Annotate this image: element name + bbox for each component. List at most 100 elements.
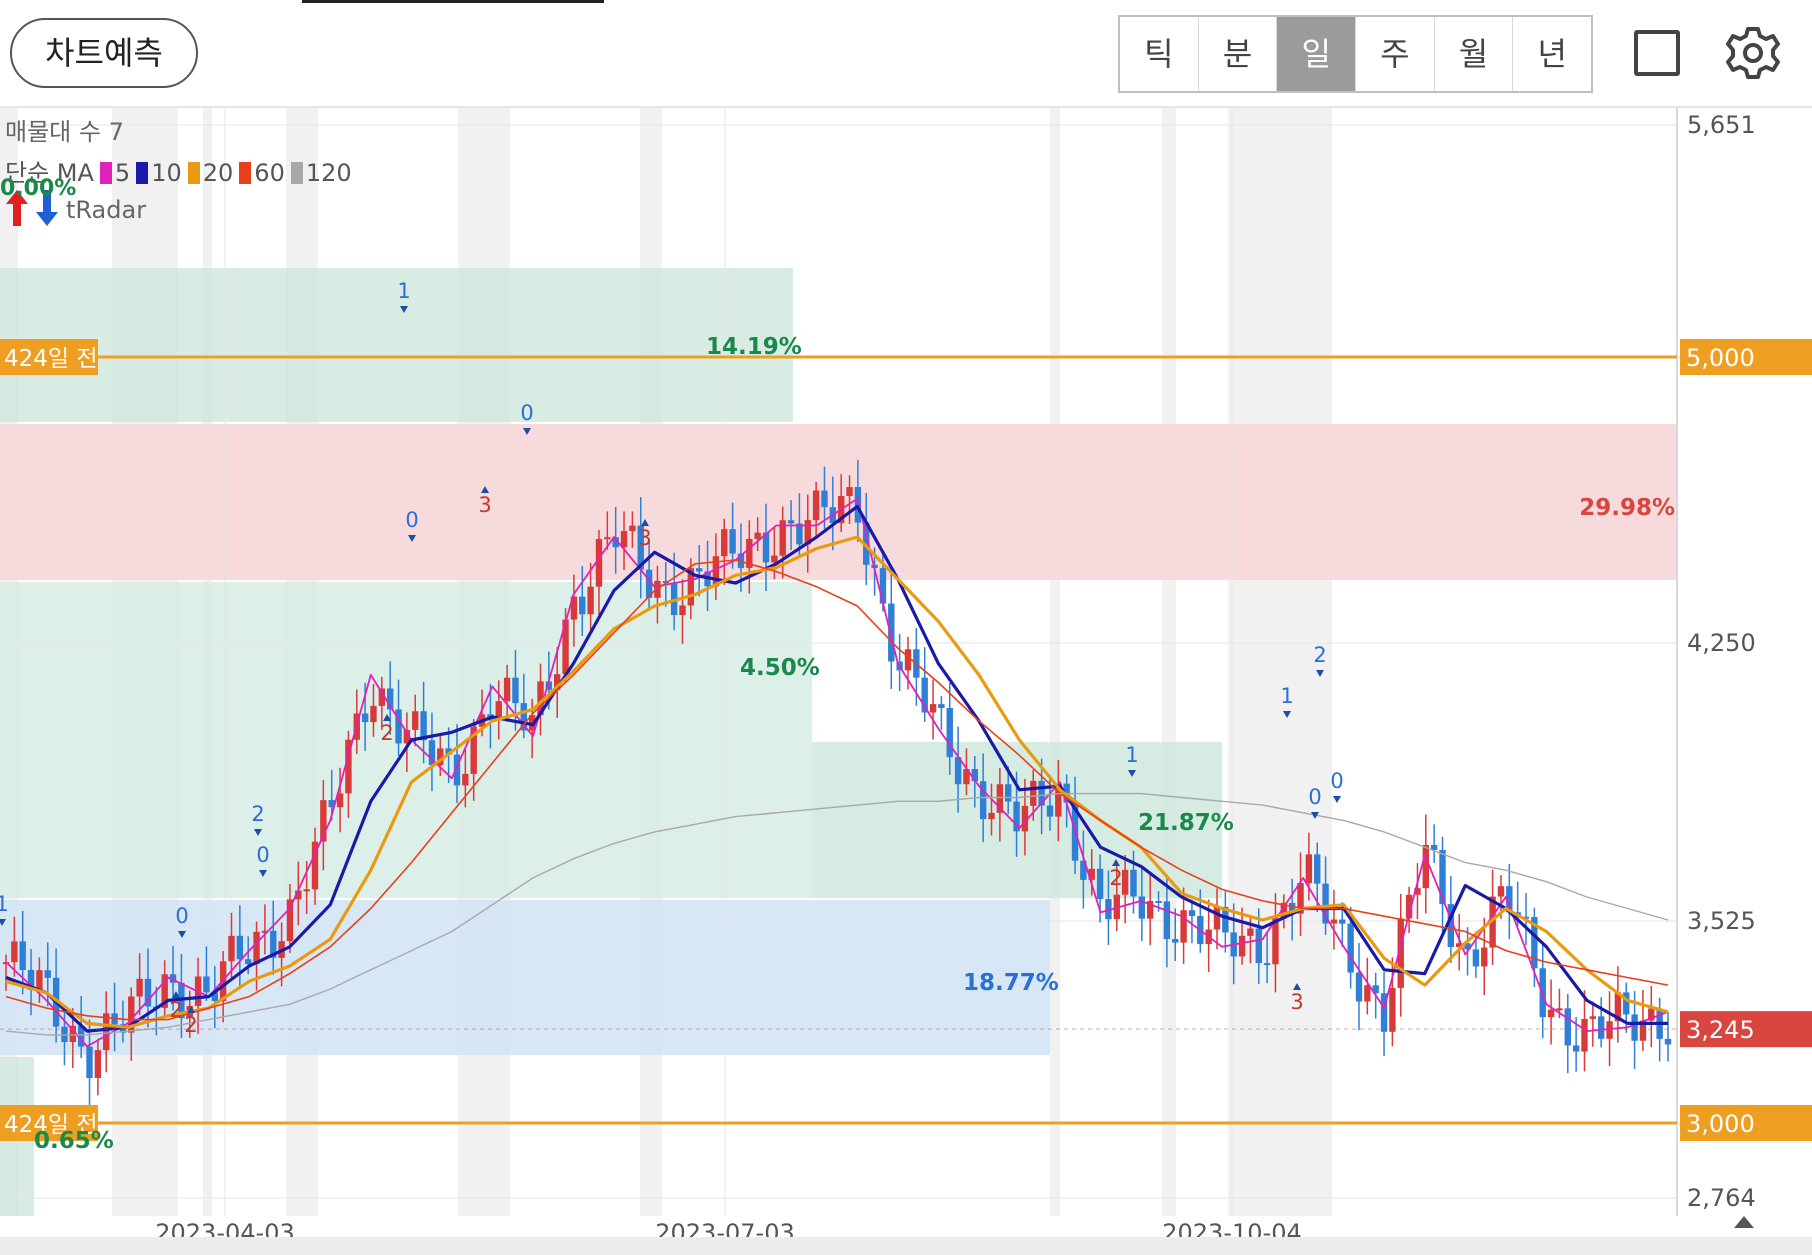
tab-minute[interactable]: 분 <box>1199 17 1278 91</box>
candle-body <box>44 970 51 978</box>
down-arrow-icon <box>1316 670 1324 677</box>
candle <box>1481 917 1488 995</box>
candle-body <box>261 930 269 933</box>
candle-body <box>395 709 402 744</box>
tab-week[interactable]: 주 <box>1356 17 1435 91</box>
candle-body <box>1355 972 1363 1002</box>
candle-body <box>963 769 970 785</box>
down-arrow-icon <box>408 535 416 542</box>
candle-body <box>1447 904 1455 948</box>
candle-body <box>938 704 945 708</box>
signal-marker: 1 <box>0 892 9 926</box>
signal-marker-number: 2 <box>380 721 393 745</box>
candle-body <box>336 793 344 808</box>
candle-body <box>1005 784 1012 802</box>
candle-body <box>270 930 277 958</box>
signal-marker-number: 1 <box>1280 684 1293 708</box>
candle-body <box>812 490 820 521</box>
candle-body <box>687 568 695 606</box>
candle-body <box>1397 918 1404 988</box>
candle-body <box>1639 1020 1647 1041</box>
candle-body <box>587 586 594 615</box>
tab-day[interactable]: 일 <box>1277 17 1357 91</box>
signal-marker-number: 0 <box>1308 785 1321 809</box>
candle-body <box>1280 902 1288 919</box>
candle <box>370 683 377 737</box>
candle-body <box>1489 896 1496 948</box>
reference-days-label: 424일 전 <box>4 346 98 372</box>
candle-body <box>545 681 553 690</box>
gear-icon[interactable] <box>1725 25 1781 81</box>
candle <box>520 673 528 739</box>
candle <box>1597 997 1605 1048</box>
candle-body <box>1021 805 1029 832</box>
signal-marker: 2 <box>1313 643 1327 677</box>
ma120-line <box>5 792 1669 1036</box>
fullscreen-icon[interactable] <box>1634 30 1680 76</box>
candle-body <box>1606 1021 1613 1039</box>
candle <box>311 827 319 905</box>
candle <box>19 910 26 995</box>
up-arrow-icon <box>383 714 391 721</box>
candle <box>512 649 519 731</box>
candle-body <box>1405 894 1413 919</box>
signal-marker: 0 <box>256 843 270 877</box>
candle-body <box>19 941 26 970</box>
candle <box>1180 887 1187 964</box>
candle-body <box>1172 939 1179 943</box>
candle-body <box>570 596 578 620</box>
candle-body <box>1556 1008 1563 1011</box>
tab-month[interactable]: 월 <box>1435 17 1514 91</box>
candle-body <box>161 974 168 1008</box>
candle <box>1572 1016 1580 1072</box>
candle-body <box>1255 928 1262 964</box>
candle <box>286 884 294 953</box>
ma20-label: 20 <box>202 159 234 187</box>
candle-body <box>1597 1016 1605 1039</box>
candle-body <box>286 899 294 942</box>
candle <box>103 991 110 1073</box>
candle-body <box>921 677 928 713</box>
price-chart[interactable]: 424일 전 5,000 424일 전 3,000 3,245 14.19% 29.98%… <box>0 108 1812 1237</box>
candle <box>1547 979 1555 1045</box>
candle <box>1188 899 1196 944</box>
candle <box>462 749 469 808</box>
axis-resize-icon <box>1734 1216 1754 1228</box>
candle <box>1105 870 1112 946</box>
candle-body <box>954 757 962 785</box>
candle <box>863 492 870 586</box>
candle-body <box>971 769 979 782</box>
ma-legend: 단순 MA 5 10 20 60 120 <box>5 153 352 188</box>
candle-body <box>879 568 887 604</box>
signal-marker: 3 <box>638 519 652 550</box>
chart-predict-button[interactable]: 차트예측 <box>10 18 198 88</box>
candle <box>1564 993 1571 1074</box>
candle-body <box>1464 943 1471 950</box>
candle-body <box>211 992 218 1001</box>
tab-year[interactable]: 년 <box>1537 35 1567 73</box>
up-arrow-icon <box>481 486 489 493</box>
candle <box>938 696 945 730</box>
candle-body <box>554 674 561 690</box>
candle-body <box>437 748 444 766</box>
candle-body <box>169 974 177 983</box>
candle-body <box>787 520 795 524</box>
candle-body <box>1188 910 1196 916</box>
candle-body <box>370 705 377 723</box>
tab-tick[interactable]: 틱 <box>1120 17 1199 91</box>
candle <box>428 712 436 792</box>
candle-body <box>929 704 937 713</box>
candle <box>295 861 302 926</box>
candle-body <box>128 996 135 1033</box>
candle-body <box>996 784 1004 813</box>
candle <box>1405 886 1413 933</box>
signal-marker: 0 <box>1330 769 1344 803</box>
candle-body <box>620 531 628 548</box>
candle <box>921 647 928 722</box>
ma120-swatch <box>290 162 303 184</box>
candle-body <box>1522 916 1530 919</box>
candle-body <box>520 703 528 731</box>
signal-marker-number: 0 <box>1330 769 1343 793</box>
candle-body <box>1472 949 1480 967</box>
candle-body <box>345 739 352 794</box>
